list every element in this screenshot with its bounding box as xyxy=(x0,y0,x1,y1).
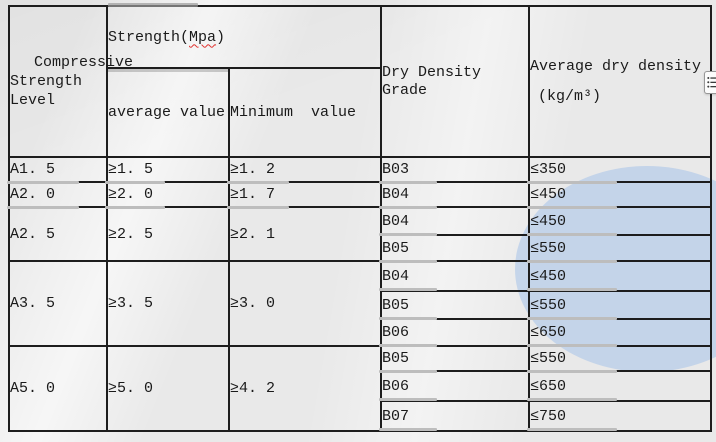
header-text: Strength( xyxy=(108,28,190,46)
header-compressive-strength-level: Compressive Strength Level xyxy=(8,5,134,158)
cell-value: B05 xyxy=(379,350,438,373)
cell-average-value: ≥2. 0 xyxy=(104,181,230,209)
header-text: Dry Density Grade xyxy=(382,63,482,99)
cell-average-value: ≥3. 5 xyxy=(106,260,230,347)
cell-value: B04 xyxy=(379,267,438,291)
cell-average-density: ≤650 xyxy=(527,318,713,347)
header-text: (kg/m³) xyxy=(538,88,602,105)
cell-value: ≤750 xyxy=(527,407,618,431)
cell-average-density: ≤550 xyxy=(527,345,713,373)
header-text: average value xyxy=(108,103,226,121)
cell-average-value: ≥5. 0 xyxy=(106,345,230,432)
cell-value: ≥3. 0 xyxy=(230,295,276,312)
list-lines-icon xyxy=(707,76,716,89)
header-dry-density-grade: Dry Density Grade xyxy=(380,5,531,158)
cell-density-grade: B06 xyxy=(379,370,531,402)
header-average-dry-density: Average dry density (kg/m³) xyxy=(528,5,713,158)
cell-value: B06 xyxy=(379,324,438,347)
cell-minimum-value: ≥2. 1 xyxy=(227,206,383,262)
cell-average-density: ≤450 xyxy=(527,260,713,292)
cell-density-grade: B05 xyxy=(379,234,531,263)
cell-strength-level: A2. 5 xyxy=(8,206,108,262)
header-line: Level xyxy=(10,92,56,109)
cell-value: ≥2. 1 xyxy=(230,225,276,243)
cell-average-value: ≥2. 5 xyxy=(106,206,230,262)
cell-density-grade: B04 xyxy=(379,181,531,209)
cell-strength-level: A3. 5 xyxy=(8,260,108,347)
cell-density-grade: B04 xyxy=(379,260,531,292)
cell-value: A1. 5 xyxy=(6,161,80,184)
cell-value: B05 xyxy=(379,239,438,263)
header-text: Average dry density xyxy=(530,58,702,75)
cell-value: ≤650 xyxy=(527,324,618,347)
scan-smudge xyxy=(108,3,198,7)
cell-minimum-value: ≥1. 2 xyxy=(226,156,383,184)
cell-value: A5. 0 xyxy=(10,380,56,397)
cell-value: ≤550 xyxy=(527,296,618,320)
cell-density-grade: B04 xyxy=(379,206,531,236)
cell-value: ≤450 xyxy=(527,212,618,236)
header-strength-mpa: Strength(Mpa) xyxy=(105,5,383,69)
cell-density-grade: B05 xyxy=(379,290,531,320)
cell-average-density: ≤650 xyxy=(527,370,713,402)
cell-value: ≥1. 7 xyxy=(226,186,290,209)
cell-value: B07 xyxy=(379,407,438,431)
cell-value: ≥3. 5 xyxy=(108,295,154,312)
cell-value: A2. 0 xyxy=(6,186,80,209)
cell-value: ≤550 xyxy=(527,239,618,263)
cell-strength-level: A1. 5 xyxy=(6,156,108,184)
cell-value: B04 xyxy=(379,212,438,236)
cell-average-density: ≤350 xyxy=(527,156,713,184)
cell-value: B06 xyxy=(379,377,438,401)
header-line: Strength xyxy=(10,73,83,90)
cell-value: A2. 5 xyxy=(10,225,56,243)
cell-value: B03 xyxy=(379,161,438,184)
cell-average-density: ≤550 xyxy=(527,290,713,320)
cell-strength-level: A2. 0 xyxy=(6,181,108,209)
cell-value: ≤550 xyxy=(527,350,618,373)
cell-value: A3. 5 xyxy=(10,295,56,312)
cell-average-density: ≤450 xyxy=(527,181,713,209)
cell-average-value: ≥1. 5 xyxy=(104,156,230,184)
header-text: Minimum value xyxy=(230,104,357,121)
header-line: Compressive xyxy=(34,54,134,71)
cell-density-grade: B05 xyxy=(379,345,531,373)
cell-value: ≤650 xyxy=(527,377,618,401)
cell-value: ≤350 xyxy=(527,161,618,184)
cell-density-grade: B07 xyxy=(379,400,531,432)
cell-value: B05 xyxy=(379,296,438,320)
cell-value: ≥5. 0 xyxy=(108,380,154,397)
header-text: ) xyxy=(216,28,226,46)
misspelled-word: Mpa xyxy=(189,28,217,46)
cell-value: ≥4. 2 xyxy=(230,380,276,397)
cell-average-density: ≤550 xyxy=(527,234,713,263)
cell-density-grade: B06 xyxy=(379,318,531,347)
header-minimum-value: Minimum value xyxy=(227,67,383,158)
cell-value: ≤450 xyxy=(527,267,618,291)
header-average-value: average value xyxy=(106,67,230,158)
cell-average-density: ≤450 xyxy=(527,206,713,236)
cell-value: ≥2. 0 xyxy=(104,186,166,209)
cell-strength-level: A5. 0 xyxy=(8,345,108,432)
table-options-button[interactable] xyxy=(704,71,716,94)
cell-value: ≥1. 2 xyxy=(226,161,290,184)
cell-value: ≥2. 5 xyxy=(108,225,154,243)
cell-density-grade: B03 xyxy=(379,156,531,184)
cell-value: ≥1. 5 xyxy=(104,161,166,184)
cell-minimum-value: ≥4. 2 xyxy=(227,345,383,432)
cell-minimum-value: ≥1. 7 xyxy=(226,181,383,209)
cell-average-density: ≤750 xyxy=(527,400,713,432)
cell-minimum-value: ≥3. 0 xyxy=(227,260,383,347)
cell-value: ≤450 xyxy=(527,186,618,209)
cell-value: B04 xyxy=(379,186,438,209)
strength-density-table: Compressive Strength Level Strength(Mpa)… xyxy=(6,5,713,432)
